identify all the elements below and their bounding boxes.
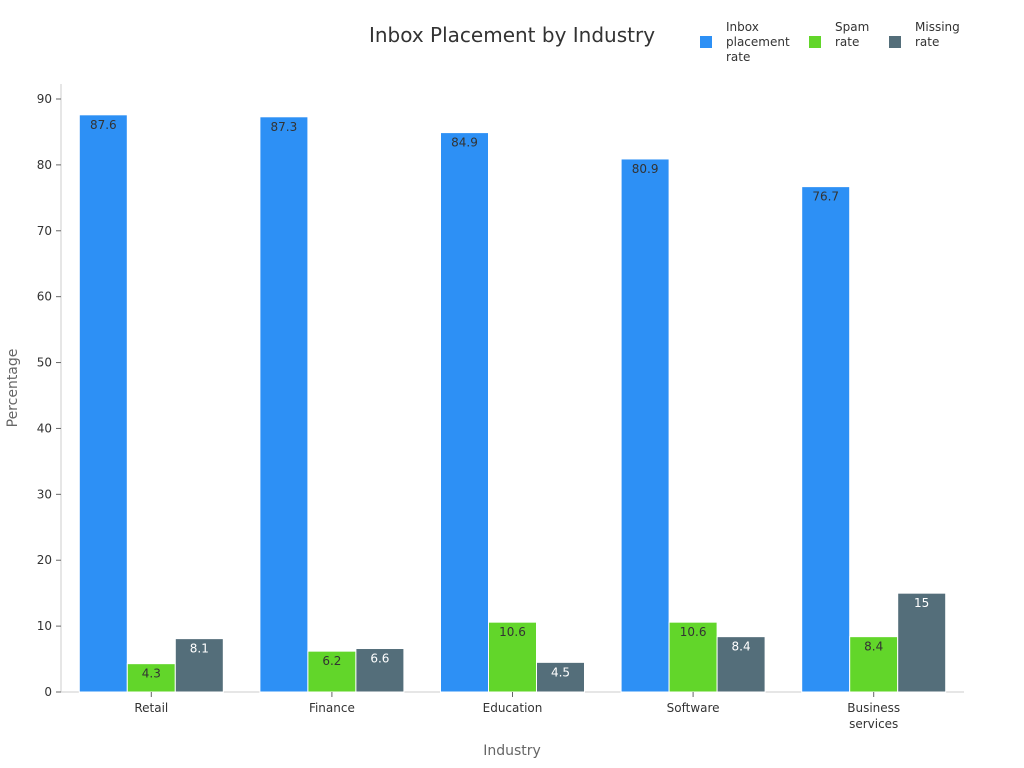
y-tick-label: 30 — [37, 487, 52, 501]
x-tick-label: Education — [483, 701, 543, 715]
legend-swatch — [809, 36, 821, 48]
bar — [668, 621, 718, 693]
bar — [801, 186, 851, 693]
bar-value-label: 8.4 — [732, 640, 751, 654]
bar-value-label: 87.3 — [271, 120, 298, 134]
bar — [259, 116, 309, 693]
x-axis-ticks: Retail Finance Education Software Business se… — [134, 692, 900, 731]
bar-value-label: 87.6 — [90, 118, 117, 132]
y-tick-label: 70 — [37, 224, 52, 238]
y-axis-title: Percentage — [5, 349, 21, 428]
bar — [174, 638, 224, 693]
bar-value-label: 6.2 — [322, 654, 341, 668]
x-tick-label: Business services — [847, 701, 900, 731]
bar-value-label: 84.9 — [451, 136, 478, 150]
legend-label: Missing rate — [915, 20, 960, 49]
bar — [620, 158, 670, 693]
x-axis-title: Industry — [483, 743, 541, 759]
y-axis-ticks: 0 10 20 30 40 50 60 70 80 90 — [37, 92, 61, 699]
bar-value-label: 8.1 — [190, 642, 209, 656]
y-tick-label: 80 — [37, 158, 52, 172]
legend: Inbox placement rate Spam rate Missing rate — [700, 20, 960, 64]
bar — [897, 592, 947, 693]
legend-swatch — [889, 36, 901, 48]
bar — [536, 661, 585, 693]
y-tick-label: 90 — [37, 92, 52, 106]
y-tick-label: 40 — [37, 421, 52, 435]
x-tick-label: Software — [667, 701, 720, 715]
bar-value-label: 76.7 — [812, 190, 839, 204]
legend-swatch — [700, 36, 712, 48]
bar-value-label: 15 — [914, 596, 929, 610]
legend-label: Inbox placement rate — [726, 20, 790, 64]
y-tick-label: 60 — [37, 290, 52, 304]
bar — [440, 132, 489, 693]
bar — [849, 636, 899, 693]
y-tick-label: 0 — [44, 685, 52, 699]
bar-value-label: 4.5 — [551, 665, 570, 679]
x-tick-label: Finance — [309, 701, 355, 715]
bar-value-label: 6.6 — [370, 652, 389, 666]
bar — [716, 636, 766, 693]
bar-value-label: 80.9 — [632, 162, 659, 176]
bar — [355, 648, 405, 693]
bar — [78, 114, 128, 693]
y-tick-label: 20 — [37, 553, 52, 567]
y-tick-label: 10 — [37, 619, 52, 633]
bar-value-label: 10.6 — [680, 625, 707, 639]
bars: 87.6 4.3 8.1 87.3 6.2 6.6 84.9 10.6 4.5 80.9 10.6 8… — [78, 114, 947, 693]
bar-value-label: 8.4 — [864, 640, 883, 654]
bar-value-label: 10.6 — [499, 625, 526, 639]
bar — [126, 663, 176, 693]
y-tick-label: 50 — [37, 356, 52, 370]
bar-value-label: 4.3 — [142, 667, 161, 681]
legend-label: Spam rate — [835, 20, 869, 49]
chart-title: Inbox Placement by Industry — [369, 23, 655, 47]
x-tick-label: Retail — [134, 701, 168, 715]
